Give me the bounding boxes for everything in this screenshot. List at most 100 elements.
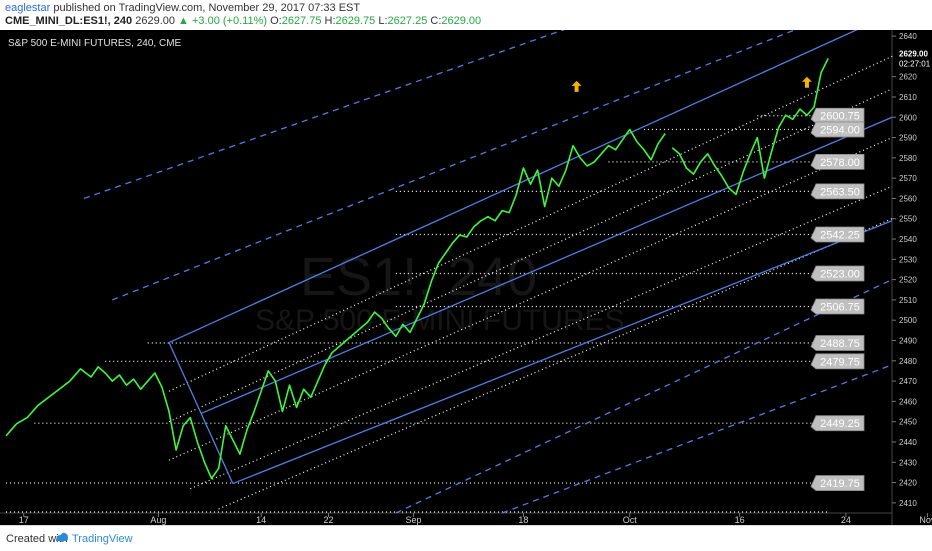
y-tick-label: 2460 <box>899 397 917 406</box>
last-price-label: 2629.00 <box>899 49 928 58</box>
callout-text: 2578.00 <box>820 157 860 169</box>
x-tick-label: 17 <box>19 515 29 525</box>
callout-text: 2542.25 <box>820 229 860 241</box>
high-label: H: <box>324 15 336 27</box>
y-tick-label: 2420 <box>899 479 917 488</box>
callout-box <box>810 475 865 491</box>
chart-title: S&P 500 E-MINI FUTURES, 240, CME <box>8 38 182 49</box>
close-value: 2629.00 <box>441 15 482 27</box>
y-tick-label: 2490 <box>899 337 917 346</box>
y-tick-label: 2410 <box>899 499 917 508</box>
callout-box <box>810 265 865 282</box>
callout-text: 2449.25 <box>820 418 860 430</box>
callout-box <box>810 415 865 432</box>
chart-header: eaglestar published on TradingView.com, … <box>0 0 932 30</box>
callout-box <box>810 298 865 315</box>
y-tick-label: 2480 <box>899 357 917 366</box>
y-tick-label: 2470 <box>899 377 917 386</box>
callout-text: 2563.50 <box>820 186 860 198</box>
pitchfork-median-lines <box>168 55 893 510</box>
price-chart[interactable]: S&P 500 E-MINI FUTURES, 240, CME ES1!, 2… <box>0 0 932 525</box>
callout-box <box>810 335 865 351</box>
author-link[interactable]: eaglestar <box>5 2 51 14</box>
level-callout: 2488.75 <box>810 335 865 351</box>
y-tick-label: 2580 <box>899 154 917 163</box>
y-tick-label: 2520 <box>899 276 917 285</box>
last-price: 2629.00 <box>135 15 175 27</box>
low-value: 2627.25 <box>387 15 428 27</box>
x-tick-label: Sep <box>406 515 422 525</box>
up-arrow-icon <box>801 76 812 88</box>
price-line-0 <box>5 128 666 480</box>
level-callout: 2563.50 <box>810 183 865 200</box>
median-dotted-line-3 <box>190 185 893 490</box>
close-label: C: <box>430 15 442 27</box>
symbol-label[interactable]: CME_MINI_DL:ES1!, 240 <box>5 15 133 27</box>
countdown-label: 02:27:01 <box>899 59 931 68</box>
callout-text: 2488.75 <box>820 338 860 350</box>
y-tick-label: 2610 <box>899 93 917 102</box>
callout-text: 2506.75 <box>820 302 860 314</box>
x-tick-label: Oct <box>623 515 638 525</box>
y-tick-label: 2570 <box>899 174 917 183</box>
level-callout: 2594.00 <box>810 121 865 138</box>
time-axis[interactable]: 17Aug1422Sep18Oct1624Nov1321Dec11 <box>19 513 932 525</box>
tradingview-logo-icon[interactable] <box>55 531 69 543</box>
y-tick-label: 2640 <box>899 32 917 41</box>
tradingview-brand[interactable]: TradingView <box>72 533 133 545</box>
price-axis[interactable]: 2410 2420 2430 2440 2450 2460 2470 2480 2490 2500… <box>892 32 932 508</box>
y-tick-label: 2510 <box>899 296 917 305</box>
median-dotted-line-1 <box>168 88 893 423</box>
level-callout: 2600.75 <box>810 107 865 124</box>
callout-box <box>810 121 865 138</box>
channel-line-2 <box>200 116 893 415</box>
y-tick-label: 2530 <box>899 255 917 264</box>
level-callout: 2449.25 <box>810 415 865 432</box>
y-tick-label: 2440 <box>899 438 917 447</box>
last-price-badge <box>893 46 932 69</box>
y-tick-label: 2600 <box>899 113 917 122</box>
channel-line-0 <box>168 13 893 344</box>
y-tick-label: 2620 <box>899 73 917 82</box>
watermark-symbol: ES1!, 240 <box>300 247 537 307</box>
channel-line-1 <box>232 220 893 485</box>
created-with-text: Created with <box>6 533 68 545</box>
level-callout: 2578.00 <box>810 154 865 170</box>
y-tick-label: 2540 <box>899 235 917 244</box>
channel-line-3 <box>83 0 651 200</box>
callout-box <box>810 226 865 243</box>
median-dotted-line-0 <box>168 55 893 392</box>
level-callout: 2523.00 <box>810 265 865 282</box>
change-value: ▲ +3.00 (+0.11%) <box>178 15 268 27</box>
y-tick-label: 2450 <box>899 418 917 427</box>
signal-markers <box>571 76 812 92</box>
high-value: 2629.75 <box>335 15 376 27</box>
callout-text: 2419.75 <box>820 478 860 490</box>
watermark-name: S&P 500 E-MINI FUTURES <box>255 304 625 337</box>
callout-text: 2600.75 <box>820 111 860 123</box>
chart-panel[interactable]: S&P 500 E-MINI FUTURES, 240, CME ES1!, 2… <box>0 0 932 525</box>
pitchfork-handle-line <box>168 342 234 484</box>
x-tick-label: 14 <box>256 515 266 525</box>
publish-line: eaglestar published on TradingView.com, … <box>5 2 360 14</box>
y-tick-label: 2560 <box>899 194 917 203</box>
callout-box <box>810 154 865 170</box>
channel-line-6 <box>501 364 893 514</box>
x-tick-label: Aug <box>150 515 166 525</box>
up-arrow-icon <box>571 80 582 92</box>
x-tick-label: Nov <box>919 515 932 525</box>
median-dotted-line-2 <box>168 137 893 461</box>
level-callout: 2479.75 <box>810 353 865 370</box>
y-tick-label: 2500 <box>899 316 917 325</box>
footer-bar: Created with TradingView <box>0 525 932 551</box>
level-callout: 2542.25 <box>810 226 865 243</box>
x-tick-label: 16 <box>735 515 745 525</box>
callout-text: 2594.00 <box>820 124 860 136</box>
callout-box <box>810 353 865 370</box>
channel-line-5 <box>395 279 893 514</box>
y-tick-label: 2550 <box>899 215 917 224</box>
pitchfork-channel <box>83 0 893 514</box>
level-callout: 2419.75 <box>810 475 865 491</box>
x-tick-label: 24 <box>841 515 851 525</box>
